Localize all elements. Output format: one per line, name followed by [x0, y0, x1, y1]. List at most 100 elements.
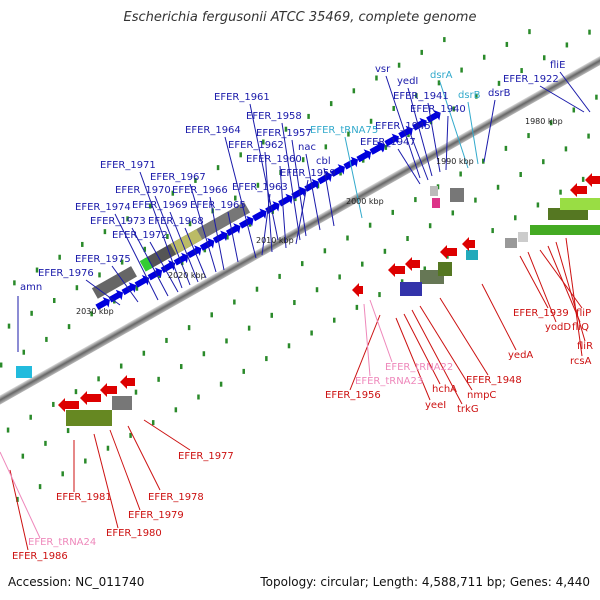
gene-label[interactable]: EFER_1960 [246, 154, 302, 165]
gene-label[interactable]: EFER_1958 [246, 111, 302, 122]
reverse-gene-arrow[interactable] [120, 375, 135, 389]
gene-block[interactable] [430, 186, 438, 196]
gene-label[interactable]: EFER_1979 [128, 510, 184, 521]
gene-label[interactable]: EFER_1986 [12, 551, 68, 562]
gene-block[interactable] [432, 198, 440, 208]
gene-block[interactable] [112, 396, 132, 410]
gene-label[interactable]: fliP [576, 308, 591, 319]
gene-label[interactable]: yedA [508, 350, 533, 361]
gene-label[interactable]: EFER_1968 [148, 216, 204, 227]
gene-block[interactable] [518, 232, 528, 242]
gene-label[interactable]: amn [20, 282, 42, 293]
gene-block[interactable] [16, 366, 32, 378]
gene-label[interactable]: EFER_1940 [410, 104, 466, 115]
reverse-gene-arrow[interactable] [462, 237, 475, 251]
gene-label[interactable]: EFER_1966 [172, 185, 228, 196]
gene-label[interactable]: EFER_1947 [360, 137, 416, 148]
forward-gene-arrow[interactable] [369, 139, 388, 157]
forward-gene-arrow[interactable] [329, 162, 348, 180]
gene-label[interactable]: EFER_1965 [190, 200, 246, 211]
gene-label[interactable]: dsrA [430, 70, 453, 81]
gene-block[interactable] [466, 250, 478, 260]
gene-label[interactable]: EFER_1941 [393, 91, 449, 102]
gene-label[interactable]: EFER_1956 [325, 390, 381, 401]
forward-gene-arrow[interactable] [211, 228, 230, 246]
gene-label[interactable]: cbl [316, 156, 331, 167]
gene-label[interactable]: EFER_tRNA75 [310, 125, 378, 136]
reverse-gene-arrow[interactable] [80, 391, 101, 405]
gene-label[interactable]: EFER_1972 [112, 230, 168, 241]
forward-gene-arrow[interactable] [397, 123, 416, 141]
gene-label[interactable]: fliR [577, 341, 593, 352]
gene-label[interactable]: EFER_1922 [503, 74, 559, 85]
gene-label[interactable]: EFER_1945 [375, 121, 431, 132]
gene-block[interactable] [560, 198, 600, 210]
gene-block[interactable] [170, 229, 203, 255]
gene-label[interactable]: EFER_1977 [178, 451, 234, 462]
forward-gene-arrow[interactable] [411, 115, 430, 133]
gene-label[interactable]: EFER_1971 [100, 160, 156, 171]
gene-block[interactable] [450, 188, 464, 202]
gene-label[interactable]: EFER_1978 [148, 492, 204, 503]
gene-block[interactable] [548, 208, 588, 220]
reverse-gene-arrow[interactable] [570, 183, 587, 197]
forward-gene-arrow[interactable] [383, 131, 402, 149]
gene-label[interactable]: rcsA [570, 356, 592, 367]
gene-label[interactable]: vsr [375, 64, 391, 75]
forward-gene-arrow[interactable] [94, 295, 113, 313]
forward-gene-arrow[interactable] [146, 265, 165, 283]
gene-block[interactable] [139, 257, 153, 272]
forward-gene-arrow[interactable] [159, 258, 178, 276]
gene-label[interactable]: fliQ [572, 322, 589, 333]
gene-label[interactable]: EFER_1959 [280, 168, 336, 179]
forward-gene-arrow[interactable] [290, 184, 309, 202]
gene-label[interactable]: EFER_1964 [185, 125, 241, 136]
forward-gene-arrow[interactable] [316, 169, 335, 187]
gene-label[interactable]: EFER_tRNA22 [385, 362, 453, 373]
gene-label[interactable]: hchA [432, 384, 457, 395]
gene-label[interactable]: yedI [397, 76, 418, 87]
gene-label[interactable]: EFER_tRNA23 [355, 376, 423, 387]
gene-block[interactable] [505, 238, 517, 248]
forward-gene-arrow[interactable] [224, 221, 243, 239]
gene-label[interactable]: EFER_1963 [232, 182, 288, 193]
gene-label[interactable]: EFER_1939 [513, 308, 569, 319]
gene-label[interactable]: EFER_1969 [132, 200, 188, 211]
gene-label[interactable]: yodD [545, 322, 571, 333]
gene-label[interactable]: EFER_1962 [228, 140, 284, 151]
reverse-gene-arrow[interactable] [585, 173, 600, 187]
gene-label[interactable]: EFER_1981 [56, 492, 112, 503]
gene-label[interactable]: EFER_1975 [75, 254, 131, 265]
gene-label[interactable]: EFER_1973 [90, 216, 146, 227]
gene-label[interactable]: EFER_1974 [75, 202, 131, 213]
gene-block[interactable] [438, 262, 452, 276]
gene-label[interactable]: EFER_1976 [38, 268, 94, 279]
reverse-gene-arrow[interactable] [405, 257, 420, 271]
gene-block[interactable] [530, 225, 600, 235]
forward-gene-arrow[interactable] [425, 108, 444, 126]
gene-block[interactable] [91, 266, 137, 299]
reverse-gene-arrow[interactable] [352, 283, 363, 297]
forward-gene-arrow[interactable] [133, 272, 152, 290]
reverse-gene-arrow[interactable] [388, 263, 405, 277]
forward-gene-arrow[interactable] [172, 250, 191, 268]
gene-label[interactable]: trkG [457, 404, 479, 415]
gene-label[interactable]: EFER_1961 [214, 92, 270, 103]
gene-label[interactable]: dsrB [458, 90, 481, 101]
gene-label[interactable]: nmpC [467, 390, 496, 401]
gene-label[interactable]: fliE [550, 60, 565, 71]
gene-label[interactable]: EFER_tRNA24 [28, 537, 96, 548]
gene-label[interactable]: EFER_1967 [150, 172, 206, 183]
gene-label[interactable]: EFER_1948 [466, 375, 522, 386]
forward-gene-arrow[interactable] [185, 243, 204, 261]
gene-block[interactable] [66, 410, 112, 426]
reverse-gene-arrow[interactable] [58, 398, 79, 412]
gene-label[interactable]: EFER_1980 [106, 528, 162, 539]
gene-block[interactable] [400, 282, 422, 296]
forward-gene-arrow[interactable] [277, 191, 296, 209]
forward-gene-arrow[interactable] [251, 206, 270, 224]
gene-label[interactable]: EFER_1970 [115, 185, 171, 196]
reverse-gene-arrow[interactable] [100, 383, 117, 397]
forward-gene-arrow[interactable] [355, 147, 374, 165]
gene-label[interactable]: yeeI [425, 400, 446, 411]
